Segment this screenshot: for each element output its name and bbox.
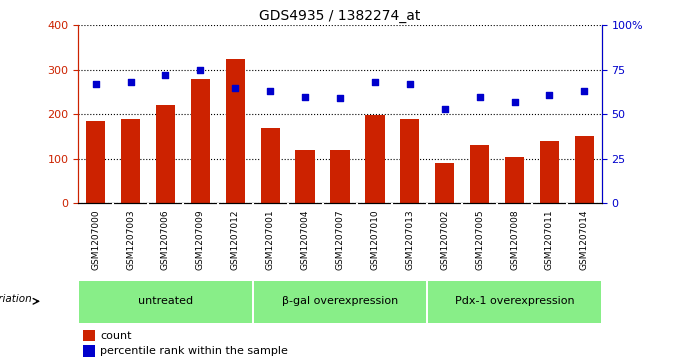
Bar: [365, 115, 384, 203]
Bar: [435, 163, 454, 203]
Bar: [296, 150, 315, 203]
Bar: [505, 156, 524, 203]
Point: [265, 88, 275, 94]
Text: GSM1207002: GSM1207002: [440, 209, 449, 270]
Text: GSM1207009: GSM1207009: [196, 209, 205, 270]
Bar: [260, 128, 279, 203]
Bar: [80, 281, 252, 322]
Bar: [84, 345, 95, 357]
Text: percentile rank within the sample: percentile rank within the sample: [100, 346, 288, 356]
Bar: [540, 141, 559, 203]
Point: [369, 79, 380, 85]
Text: GSM1207004: GSM1207004: [301, 209, 309, 270]
Bar: [254, 281, 426, 322]
Text: genotype/variation: genotype/variation: [0, 294, 33, 304]
Text: GSM1207001: GSM1207001: [266, 209, 275, 270]
Bar: [428, 281, 600, 322]
Point: [544, 92, 555, 98]
Bar: [191, 79, 210, 203]
Text: GSM1207003: GSM1207003: [126, 209, 135, 270]
Text: untreated: untreated: [138, 296, 193, 306]
Text: GSM1207012: GSM1207012: [231, 209, 240, 270]
Text: GSM1207000: GSM1207000: [91, 209, 100, 270]
Bar: [84, 330, 95, 341]
Point: [474, 94, 485, 99]
Point: [439, 106, 450, 112]
Point: [335, 95, 345, 101]
Point: [405, 81, 415, 87]
Point: [230, 85, 241, 90]
Point: [509, 99, 520, 105]
Point: [195, 67, 206, 73]
Text: GSM1207011: GSM1207011: [545, 209, 554, 270]
Point: [90, 81, 101, 87]
Bar: [401, 119, 420, 203]
Bar: [226, 59, 245, 203]
Point: [125, 79, 136, 85]
Text: β-gal overexpression: β-gal overexpression: [282, 296, 398, 306]
Text: GSM1207008: GSM1207008: [510, 209, 519, 270]
Text: GSM1207005: GSM1207005: [475, 209, 484, 270]
Text: GSM1207014: GSM1207014: [580, 209, 589, 270]
Bar: [470, 146, 489, 203]
Text: count: count: [100, 331, 132, 340]
Bar: [575, 136, 594, 203]
Point: [160, 72, 171, 78]
Text: Pdx-1 overexpression: Pdx-1 overexpression: [455, 296, 575, 306]
Text: GSM1207007: GSM1207007: [335, 209, 345, 270]
Bar: [121, 119, 140, 203]
Point: [300, 94, 311, 99]
Bar: [86, 121, 105, 203]
Point: [579, 88, 590, 94]
Bar: [156, 105, 175, 203]
Bar: [330, 150, 350, 203]
Text: GSM1207010: GSM1207010: [371, 209, 379, 270]
Title: GDS4935 / 1382274_at: GDS4935 / 1382274_at: [259, 9, 421, 23]
Text: GSM1207013: GSM1207013: [405, 209, 414, 270]
Text: GSM1207006: GSM1207006: [161, 209, 170, 270]
